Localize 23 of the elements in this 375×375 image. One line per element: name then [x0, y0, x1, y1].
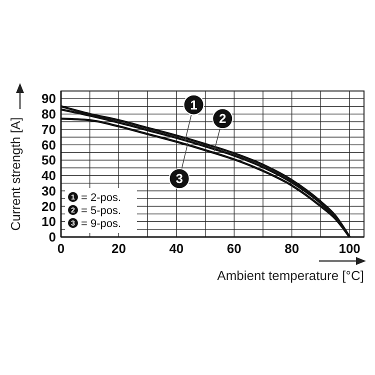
x-axis-title: Ambient temperature [°C] [217, 268, 364, 283]
x-tick-label: 20 [111, 241, 126, 256]
y-tick-label: 80 [42, 106, 56, 122]
x-tick-label: 80 [284, 241, 300, 256]
legend-label: = 9-pos. [81, 218, 122, 230]
x-tick-label: 100 [338, 241, 360, 256]
y-axis-title: Current strength [A] [8, 117, 23, 231]
y-tick-label: 30 [42, 183, 56, 198]
y-tick-label: 20 [42, 198, 56, 214]
annotation: 3 [176, 171, 183, 186]
annotation: 1 [190, 97, 198, 112]
y-tick-label: 90 [42, 91, 56, 106]
y-tick-label: 40 [42, 168, 56, 184]
x-tick-label: 60 [226, 241, 242, 256]
y-tick-label: 10 [42, 214, 56, 230]
y-tick-label: 60 [42, 137, 56, 152]
annotation: 2 [218, 111, 226, 126]
legend-label: = 5-pos. [81, 204, 122, 217]
y-tick-label: 70 [42, 122, 56, 137]
y-tick-label: 50 [42, 152, 56, 168]
y-tick-label: 0 [48, 230, 56, 245]
legend-label: = 2-pos. [81, 192, 122, 204]
x-tick-label: 40 [169, 241, 184, 256]
